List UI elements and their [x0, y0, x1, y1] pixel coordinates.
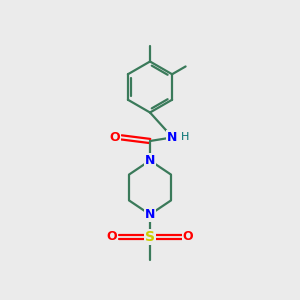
- Text: N: N: [145, 154, 155, 167]
- Text: N: N: [145, 208, 155, 221]
- Text: H: H: [181, 132, 189, 142]
- Text: O: O: [106, 230, 117, 244]
- Text: S: S: [145, 230, 155, 244]
- Text: N: N: [167, 131, 178, 144]
- Text: O: O: [183, 230, 194, 244]
- Text: O: O: [110, 131, 120, 144]
